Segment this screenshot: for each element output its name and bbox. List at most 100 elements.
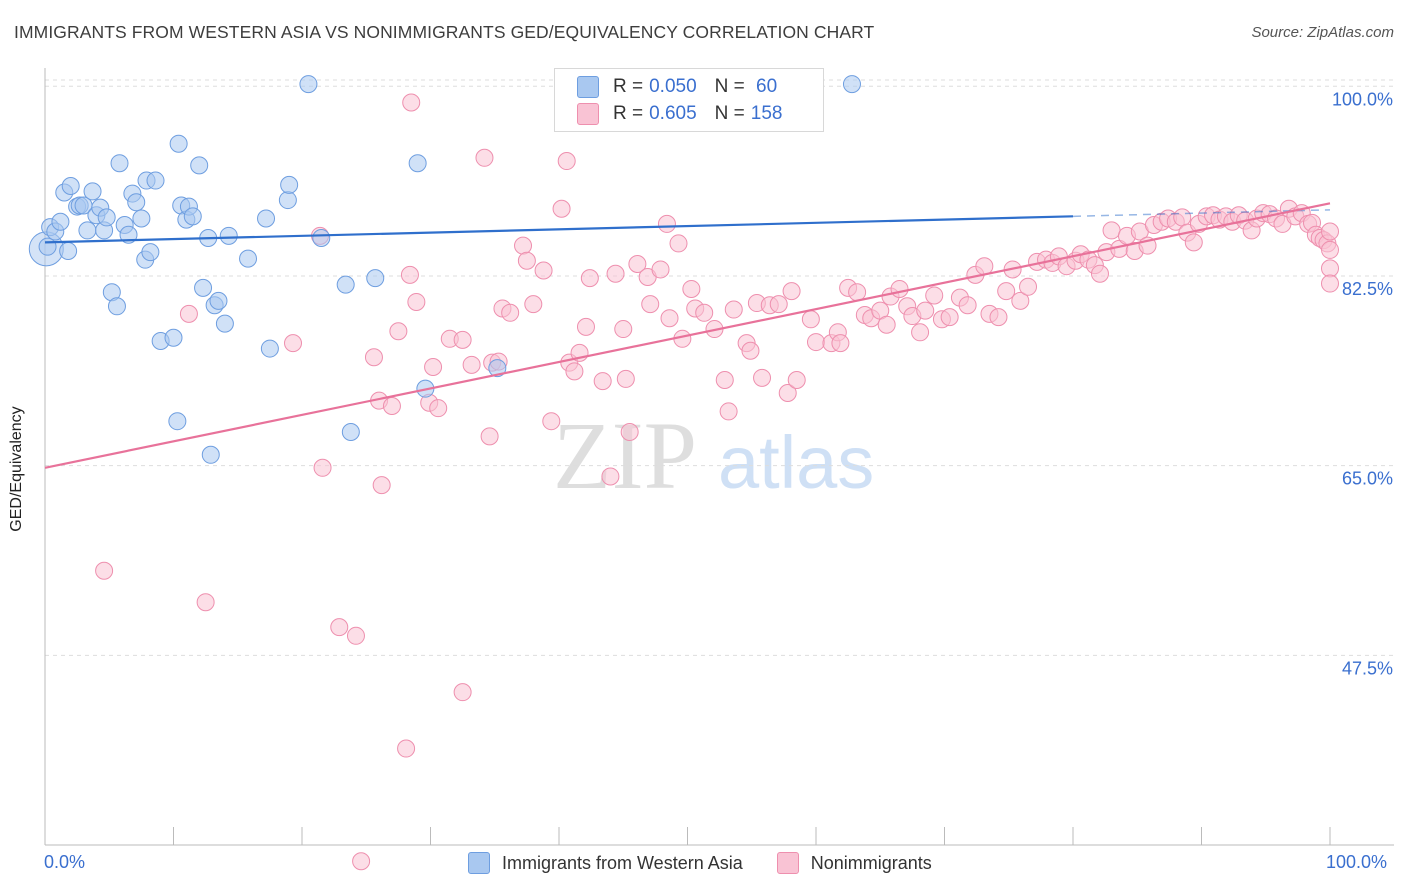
data-point-nonimmigrants (890, 279, 909, 298)
data-point-nonimmigrants (1321, 259, 1339, 278)
data-point-nonimmigrants (782, 282, 801, 301)
data-point-immigrants (201, 445, 220, 464)
data-point-immigrants (132, 209, 151, 228)
data-point-nonimmigrants (989, 308, 1008, 327)
data-point-nonimmigrants (848, 283, 867, 302)
data-point-nonimmigrants (453, 683, 472, 702)
legend-r-label: R = (613, 76, 644, 97)
data-point-immigrants (408, 154, 427, 173)
data-point-immigrants (842, 75, 861, 94)
bottom-legend: Immigrants from Western Asia Nonimmigran… (468, 852, 966, 874)
data-point-nonimmigrants (801, 310, 820, 329)
axes (44, 68, 1394, 846)
data-point-nonimmigrants (429, 399, 448, 418)
data-point-immigrants (312, 229, 331, 248)
data-point-nonimmigrants (769, 295, 788, 314)
x-tick-label-min: 0.0% (44, 852, 86, 872)
data-point-nonimmigrants (382, 397, 401, 416)
data-point-nonimmigrants (364, 348, 383, 367)
data-point-immigrants (215, 314, 234, 333)
data-point-nonimmigrants (651, 260, 670, 279)
data-point-nonimmigrants (475, 148, 494, 167)
data-point-nonimmigrants (284, 334, 303, 353)
data-point-nonimmigrants (628, 255, 647, 274)
legend-n-label: N = (714, 103, 745, 124)
data-point-nonimmigrants (753, 368, 772, 387)
data-point-immigrants (280, 175, 299, 194)
bottom-legend-label-pink: Nonimmigrants (810, 852, 932, 873)
chart-title: IMMIGRANTS FROM WESTERN ASIA VS NONIMMIG… (14, 22, 875, 42)
legend-n-value: 60 (750, 76, 778, 97)
data-point-nonimmigrants (397, 739, 416, 758)
data-point-nonimmigrants (407, 292, 426, 311)
data-point-nonimmigrants (715, 371, 734, 389)
trend-line-immigrants-extension (1072, 209, 1331, 218)
data-point-nonimmigrants (1321, 240, 1339, 259)
trend-line-nonimmigrants (44, 202, 1331, 469)
data-point-nonimmigrants (453, 330, 472, 349)
data-point-immigrants (169, 134, 188, 153)
data-point-nonimmigrants (660, 309, 679, 328)
y-tick-label: 100.0% (1332, 89, 1393, 109)
data-point-nonimmigrants (462, 355, 481, 374)
data-point-nonimmigrants (196, 593, 215, 612)
data-point-nonimmigrants (614, 320, 633, 339)
data-point-nonimmigrants (565, 362, 584, 381)
series-nonimmigrants (95, 93, 1339, 871)
trend-line-immigrants (44, 215, 1074, 244)
data-point-nonimmigrants (402, 93, 421, 112)
data-point-nonimmigrants (641, 295, 660, 314)
data-point-nonimmigrants (552, 199, 571, 218)
data-point-nonimmigrants (524, 295, 543, 314)
data-point-nonimmigrants (542, 412, 561, 431)
data-point-nonimmigrants (620, 423, 639, 442)
bottom-legend-label-blue: Immigrants from Western Asia (502, 852, 743, 873)
data-point-nonimmigrants (997, 282, 1016, 301)
data-point-nonimmigrants (940, 308, 959, 327)
data-point-immigrants (168, 412, 187, 431)
data-point-nonimmigrants (787, 371, 806, 389)
data-point-nonimmigrants (925, 286, 944, 305)
data-point-immigrants (257, 209, 276, 228)
data-point-nonimmigrants (1321, 274, 1339, 293)
legend-row-pink: R = 0.605 N = 158 (577, 103, 782, 125)
data-point-immigrants (78, 221, 97, 240)
data-point-nonimmigrants (517, 251, 536, 270)
legend-r-value: 0.050 (649, 76, 697, 97)
data-point-nonimmigrants (1019, 277, 1038, 296)
data-point-immigrants (341, 423, 360, 442)
legend-swatch-pink (577, 103, 599, 125)
data-point-immigrants (260, 339, 279, 358)
data-point-nonimmigrants (601, 467, 620, 486)
bottom-legend-item-pink: Nonimmigrants (776, 852, 932, 874)
data-point-immigrants (336, 275, 355, 294)
bottom-legend-swatch-blue (468, 852, 490, 874)
watermark-zip: ZIP (553, 402, 697, 509)
gridlines (45, 79, 1394, 656)
data-point-nonimmigrants (616, 369, 635, 388)
data-point-nonimmigrants (719, 402, 738, 421)
data-point-immigrants (239, 249, 258, 268)
data-point-nonimmigrants (831, 334, 850, 353)
data-point-nonimmigrants (669, 234, 688, 253)
data-point-immigrants (146, 171, 165, 190)
data-point-nonimmigrants (741, 341, 760, 360)
data-point-immigrants (83, 182, 102, 201)
data-point-immigrants (366, 269, 385, 288)
data-point-immigrants (183, 207, 202, 226)
data-point-nonimmigrants (372, 476, 391, 495)
data-point-immigrants (61, 176, 80, 195)
series-immigrants-western-asia (28, 75, 861, 464)
data-point-nonimmigrants (916, 301, 935, 320)
legend-r-value: 0.605 (649, 103, 697, 124)
bottom-legend-item-blue: Immigrants from Western Asia (468, 852, 743, 874)
y-tick-labels: 100.0% 82.5% 65.0% 47.5% (1332, 89, 1393, 678)
data-point-nonimmigrants (1102, 221, 1121, 240)
data-point-immigrants (488, 359, 507, 378)
data-point-immigrants (190, 156, 209, 175)
trend-lines (44, 202, 1331, 469)
data-point-nonimmigrants (514, 236, 533, 255)
y-axis-label: GED/Equivalency (8, 406, 25, 532)
data-point-immigrants (164, 328, 183, 347)
